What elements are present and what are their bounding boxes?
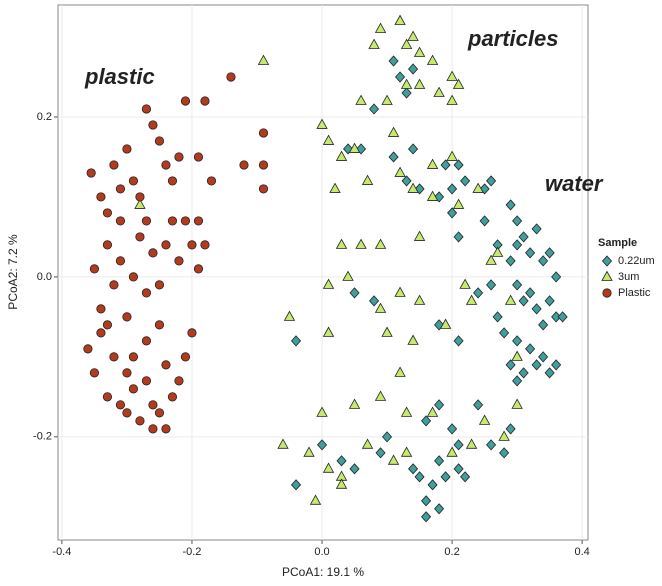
point xyxy=(149,425,157,433)
point xyxy=(162,161,170,169)
point xyxy=(194,153,202,161)
point xyxy=(155,409,163,417)
point xyxy=(123,313,131,321)
point xyxy=(201,241,209,249)
point xyxy=(168,177,176,185)
point xyxy=(181,97,189,105)
legend-label: Plastic xyxy=(618,287,651,299)
point xyxy=(129,353,137,361)
point xyxy=(142,289,150,297)
y-axis-title: PCoA2: 7.2 % xyxy=(6,234,20,310)
point xyxy=(136,417,144,425)
point xyxy=(110,353,118,361)
point xyxy=(116,185,124,193)
legend-swatch xyxy=(602,272,612,281)
point xyxy=(116,217,124,225)
point xyxy=(149,401,157,409)
x-tick-label: 0.2 xyxy=(444,546,459,558)
y-tick-label: -0.2 xyxy=(33,431,52,443)
point xyxy=(123,145,131,153)
point xyxy=(162,241,170,249)
annotation: particles xyxy=(467,26,559,51)
point xyxy=(97,305,105,313)
point xyxy=(155,281,163,289)
x-tick-label: -0.4 xyxy=(52,546,71,558)
point xyxy=(84,345,92,353)
annotation: water xyxy=(545,171,604,196)
point xyxy=(201,97,209,105)
point xyxy=(240,161,248,169)
point xyxy=(87,169,95,177)
legend-entry: 0.22um xyxy=(603,255,655,267)
point xyxy=(129,177,137,185)
point xyxy=(129,385,137,393)
point xyxy=(188,329,196,337)
point xyxy=(116,401,124,409)
point xyxy=(136,193,144,201)
point xyxy=(207,177,215,185)
point xyxy=(168,217,176,225)
legend-title: Sample xyxy=(598,237,637,249)
point xyxy=(259,185,267,193)
point xyxy=(103,393,111,401)
point xyxy=(103,241,111,249)
y-tick-label: 0.0 xyxy=(37,271,52,283)
point xyxy=(142,217,150,225)
legend-label: 0.22um xyxy=(618,255,655,267)
point xyxy=(123,369,131,377)
x-tick-label: -0.2 xyxy=(182,546,201,558)
point xyxy=(110,281,118,289)
legend-label: 3um xyxy=(618,271,639,283)
point xyxy=(129,273,137,281)
legend-entry: 3um xyxy=(602,271,639,283)
legend-swatch xyxy=(603,289,611,297)
point xyxy=(116,257,124,265)
chart: plastic particles water PCoA1: 19.1 % PC… xyxy=(0,0,662,581)
point xyxy=(90,265,98,273)
point xyxy=(162,361,170,369)
point xyxy=(123,409,131,417)
point xyxy=(136,233,144,241)
point xyxy=(162,425,170,433)
point xyxy=(110,161,118,169)
point xyxy=(259,129,267,137)
point xyxy=(155,137,163,145)
legend-swatch xyxy=(603,256,612,266)
point xyxy=(168,393,176,401)
point xyxy=(227,73,235,81)
point xyxy=(175,377,183,385)
point xyxy=(142,337,150,345)
point xyxy=(103,321,111,329)
point xyxy=(194,265,202,273)
point xyxy=(97,193,105,201)
legend-entry: Plastic xyxy=(603,287,651,299)
point xyxy=(259,161,267,169)
point xyxy=(188,241,196,249)
point xyxy=(175,153,183,161)
x-tick-label: 0.4 xyxy=(574,546,589,558)
point xyxy=(194,217,202,225)
point xyxy=(149,121,157,129)
point xyxy=(155,321,163,329)
point xyxy=(90,369,98,377)
x-axis-title: PCoA1: 19.1 % xyxy=(282,565,364,579)
point xyxy=(175,257,183,265)
x-tick-label: 0.0 xyxy=(314,546,329,558)
point xyxy=(181,217,189,225)
point xyxy=(142,105,150,113)
point xyxy=(103,209,111,217)
y-tick-label: 0.2 xyxy=(37,111,52,123)
annotation: plastic xyxy=(84,64,155,89)
point xyxy=(142,377,150,385)
point xyxy=(149,249,157,257)
point xyxy=(97,329,105,337)
point xyxy=(181,353,189,361)
